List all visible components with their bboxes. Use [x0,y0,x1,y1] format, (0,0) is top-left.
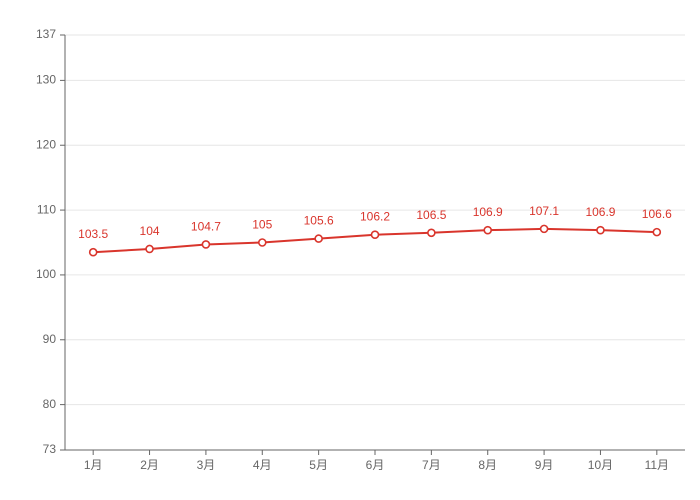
data-point [653,229,660,236]
data-point [90,249,97,256]
data-point [541,225,548,232]
x-tick-label: 8月 [478,458,497,472]
data-point [597,227,604,234]
y-tick-label: 130 [36,73,56,87]
data-point [372,231,379,238]
data-point [259,239,266,246]
y-tick-label: 90 [43,332,57,346]
x-tick-label: 6月 [366,458,385,472]
x-tick-label: 7月 [422,458,441,472]
x-tick-label: 10月 [588,458,613,472]
chart-canvas: 73 80 90 100 110 120 130 137 1月 2月 3月 4月 5月 6月 7月 8月 9月 1… [0,0,700,500]
value-label: 106.9 [585,205,615,219]
data-point [202,241,209,248]
x-tick-label: 4月 [253,458,272,472]
data-point [315,235,322,242]
y-tick-label: 73 [43,442,57,456]
x-tick-label: 9月 [535,458,554,472]
value-label: 104.7 [191,219,221,233]
value-label: 105.6 [304,214,334,228]
y-tick-label: 137 [36,27,56,41]
line-chart: 73 80 90 100 110 120 130 137 1月 2月 3月 4月 5月 6月 7月 8月 9月 1… [0,0,700,500]
y-tick-label: 100 [36,267,56,281]
value-label: 104 [140,224,160,238]
y-tick-label: 80 [43,397,57,411]
data-point [484,227,491,234]
data-point [428,229,435,236]
x-tick-label: 5月 [309,458,328,472]
x-tick-label: 2月 [140,458,159,472]
value-label: 106.5 [416,208,446,222]
y-tick-label: 110 [37,202,56,216]
chart-bg [0,0,700,500]
data-point [146,245,153,252]
x-tick-label: 1月 [84,458,103,472]
value-label: 106.6 [642,207,672,221]
value-label: 105 [252,218,272,232]
y-tick-label: 120 [36,137,56,151]
x-tick-label: 11月 [645,458,669,472]
value-label: 106.9 [473,205,503,219]
value-label: 107.1 [529,204,559,218]
value-label: 103.5 [78,227,108,241]
value-label: 106.2 [360,210,390,224]
x-tick-label: 3月 [197,458,216,472]
